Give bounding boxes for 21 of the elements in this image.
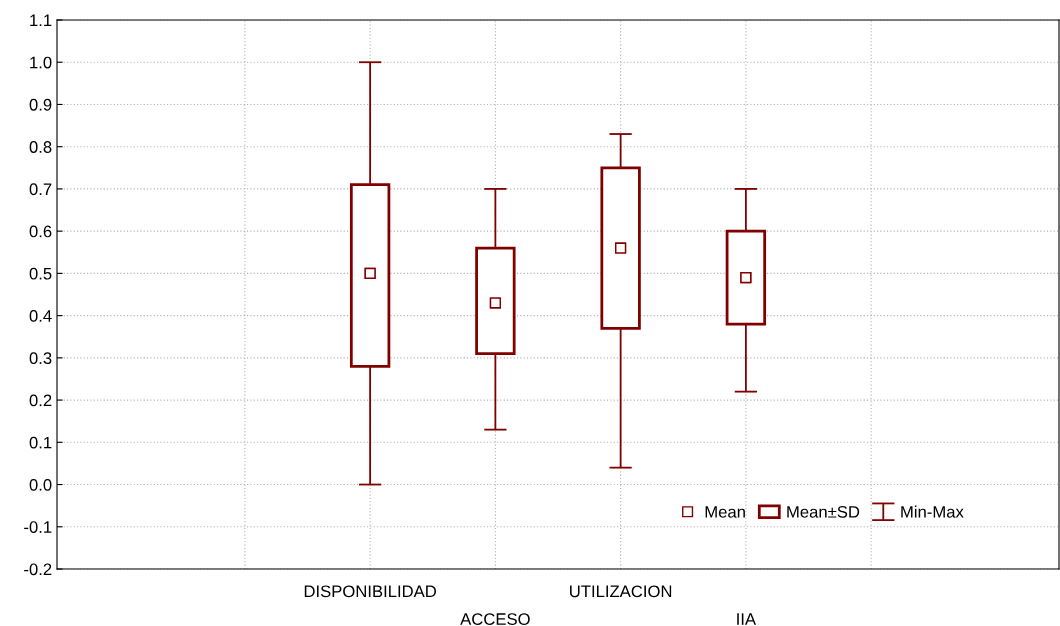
y-tick-label: 0.5	[29, 267, 52, 280]
x-tick-label: UTILIZACION	[570, 585, 672, 598]
y-tick-label: 0.4	[29, 310, 52, 322]
legend-label: Mean	[705, 506, 745, 518]
y-tick-label: 1.0	[30, 56, 52, 69]
y-tick-label: 0.1	[29, 436, 52, 449]
y-tick-label: 0.6	[29, 225, 52, 238]
x-tick-label: ACCESO	[460, 613, 530, 625]
x-tick-label: IIA	[737, 613, 757, 625]
y-tick-label: 0.7	[29, 183, 52, 196]
y-tick-label: 0.3	[29, 352, 52, 365]
y-tick-label: 0.8	[29, 141, 52, 153]
y-tick-label: 0.9	[29, 98, 52, 111]
y-tick-label: 1.1	[30, 14, 52, 27]
legend-label: Mean±SD	[787, 505, 860, 518]
y-tick-label: -0.1	[24, 521, 52, 533]
legend-label: Min-Max	[901, 505, 964, 518]
y-tick-label: 0.0	[29, 478, 52, 491]
y-tick-label: -0.2	[24, 563, 52, 576]
x-tick-label: DISPONIBILIDAD	[304, 585, 437, 598]
y-tick-label: 0.2	[29, 394, 52, 407]
